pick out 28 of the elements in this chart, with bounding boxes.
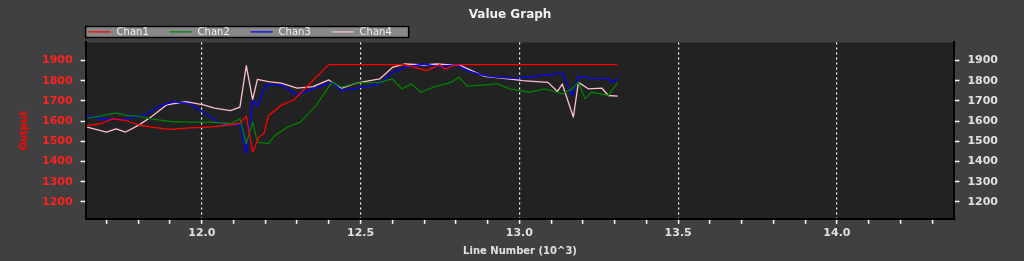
legend-label: Chan2 <box>197 25 230 37</box>
legend-label: Chan1 <box>116 25 149 37</box>
y-tick-label: 1500 <box>41 134 73 148</box>
y-tick-label: 1700 <box>41 93 73 107</box>
y2-tick-label: 1800 <box>967 73 999 87</box>
y-tick-label: 1600 <box>41 113 73 127</box>
y2-tick-label: 1700 <box>967 93 999 107</box>
chart-title: Value Graph <box>468 7 552 22</box>
y-tick-label: 1900 <box>41 53 73 67</box>
legend-label: Chan3 <box>278 25 311 37</box>
y2-tick-label: 1400 <box>967 154 999 168</box>
y-axis-title: Output <box>17 110 29 151</box>
y2-tick-label: 1200 <box>967 194 999 208</box>
legend-label: Chan4 <box>359 25 392 37</box>
y-tick-label: 1800 <box>41 73 73 87</box>
y2-tick-label: 1600 <box>967 113 999 127</box>
x-tick-label: 14.0 <box>823 226 851 240</box>
y2-tick-label: 1300 <box>967 174 999 188</box>
x-axis-title: Line Number (10^3) <box>463 244 577 256</box>
x-tick-label: 12.5 <box>347 226 375 240</box>
y-tick-label: 1400 <box>41 154 73 168</box>
y2-tick-label: 1500 <box>967 134 999 148</box>
y2-tick-label: 1900 <box>967 53 999 67</box>
y-tick-label: 1200 <box>41 194 73 208</box>
x-tick-label: 13.5 <box>664 226 692 240</box>
x-tick-label: 13.0 <box>505 226 534 240</box>
y-tick-label: 1300 <box>41 174 73 188</box>
x-tick-label: 12.0 <box>188 226 216 240</box>
